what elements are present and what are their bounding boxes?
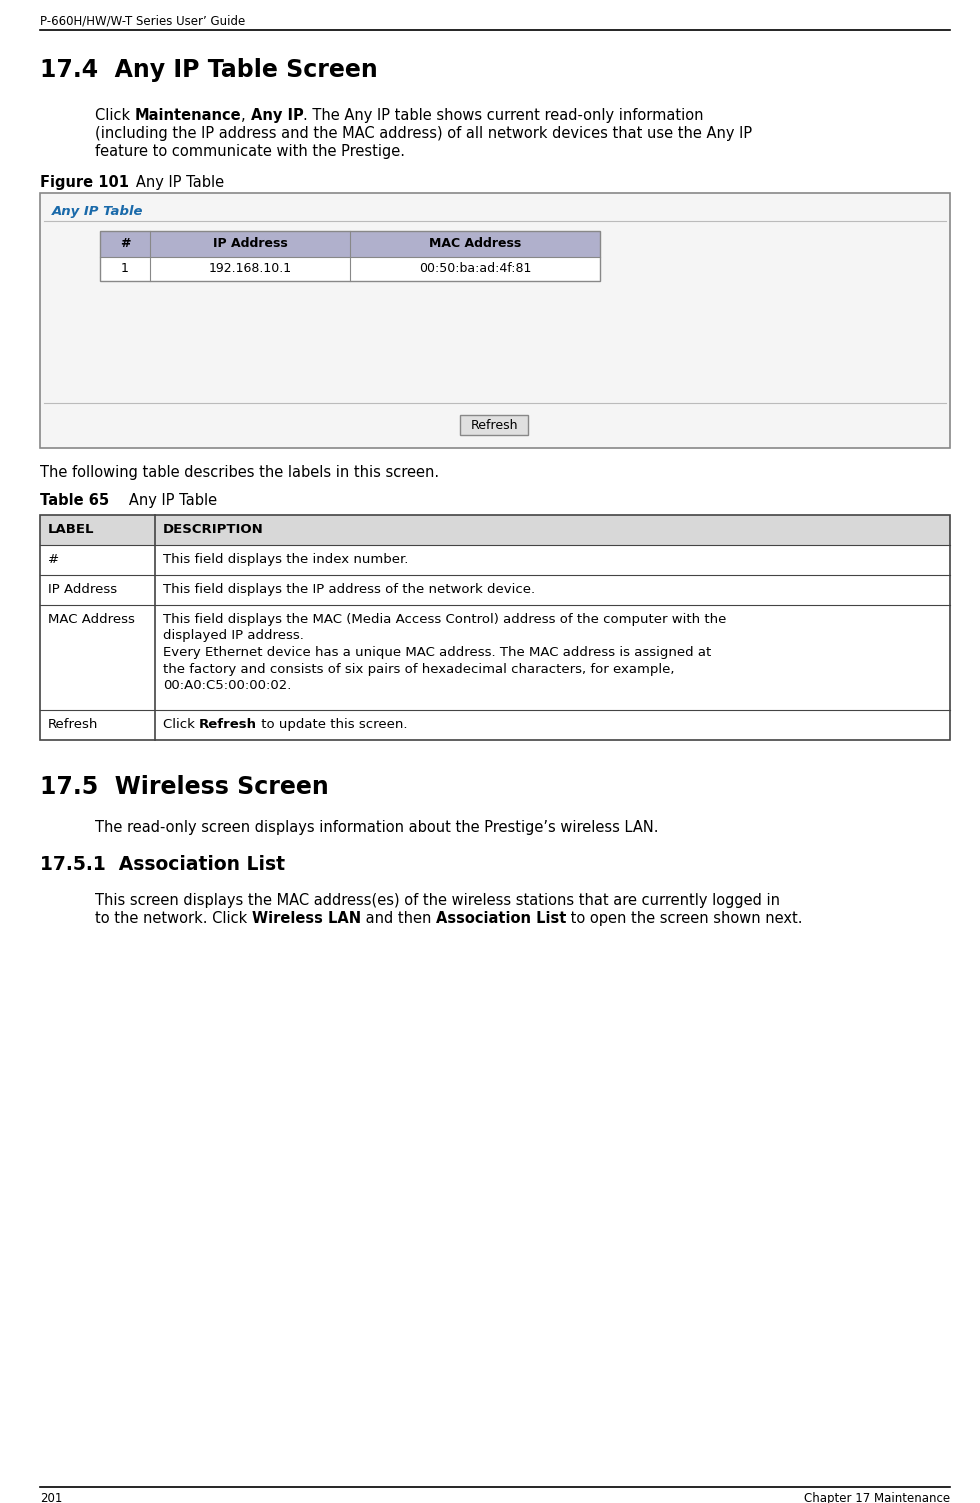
Text: 201: 201 <box>40 1492 63 1503</box>
Text: This field displays the index number.: This field displays the index number. <box>163 553 409 567</box>
Text: 17.5.1  Association List: 17.5.1 Association List <box>40 855 285 875</box>
Text: ,: , <box>241 108 251 123</box>
Text: (including the IP address and the MAC address) of all network devices that use t: (including the IP address and the MAC ad… <box>95 126 752 141</box>
Text: 17.4  Any IP Table Screen: 17.4 Any IP Table Screen <box>40 59 377 83</box>
Text: 00:50:ba:ad:4f:81: 00:50:ba:ad:4f:81 <box>418 262 531 275</box>
Text: IP Address: IP Address <box>48 583 118 597</box>
Text: to open the screen shown next.: to open the screen shown next. <box>566 911 803 926</box>
Text: feature to communicate with the Prestige.: feature to communicate with the Prestige… <box>95 144 405 159</box>
Text: 1: 1 <box>122 262 129 275</box>
Text: to the network. Click: to the network. Click <box>95 911 252 926</box>
Text: Any IP: Any IP <box>251 108 304 123</box>
Bar <box>40 516 950 546</box>
Text: Refresh: Refresh <box>199 718 257 730</box>
Text: DESCRIPTION: DESCRIPTION <box>163 523 264 537</box>
Text: the factory and consists of six pairs of hexadecimal characters, for example,: the factory and consists of six pairs of… <box>163 663 674 675</box>
Text: 00:A0:C5:00:00:02.: 00:A0:C5:00:00:02. <box>163 679 291 691</box>
Text: Maintenance: Maintenance <box>135 108 241 123</box>
Text: #: # <box>48 553 59 567</box>
Text: #: # <box>120 237 130 249</box>
Bar <box>40 606 950 709</box>
Text: . The Any IP table shows current read-only information: . The Any IP table shows current read-on… <box>304 108 704 123</box>
Text: Figure 101: Figure 101 <box>40 174 129 189</box>
Bar <box>40 192 950 448</box>
Text: Association List: Association List <box>436 911 566 926</box>
Text: Any IP Table: Any IP Table <box>122 174 224 189</box>
Text: Table 65: Table 65 <box>40 493 109 508</box>
Bar <box>100 257 600 281</box>
Text: Click: Click <box>95 108 134 123</box>
Text: Refresh: Refresh <box>48 718 98 730</box>
Text: The following table describes the labels in this screen.: The following table describes the labels… <box>40 464 439 479</box>
Text: Click: Click <box>163 718 199 730</box>
Text: Any IP Table: Any IP Table <box>115 493 218 508</box>
Text: MAC Address: MAC Address <box>48 613 135 627</box>
Text: Wireless LAN: Wireless LAN <box>252 911 361 926</box>
Text: Every Ethernet device has a unique MAC address. The MAC address is assigned at: Every Ethernet device has a unique MAC a… <box>163 646 711 658</box>
Text: MAC Address: MAC Address <box>429 237 521 249</box>
Text: This field displays the MAC (Media Access Control) address of the computer with : This field displays the MAC (Media Acces… <box>163 613 726 627</box>
Text: 17.5  Wireless Screen: 17.5 Wireless Screen <box>40 776 328 800</box>
Bar <box>40 516 950 739</box>
Text: P-660H/HW/W-T Series User’ Guide: P-660H/HW/W-T Series User’ Guide <box>40 15 245 29</box>
Text: IP Address: IP Address <box>213 237 287 249</box>
Text: LABEL: LABEL <box>48 523 94 537</box>
Text: Any IP Table: Any IP Table <box>52 204 143 218</box>
Text: The read-only screen displays information about the Prestige’s wireless LAN.: The read-only screen displays informatio… <box>95 821 659 836</box>
Bar <box>40 576 950 606</box>
Text: This screen displays the MAC address(es) of the wireless stations that are curre: This screen displays the MAC address(es)… <box>95 893 780 908</box>
Text: to update this screen.: to update this screen. <box>257 718 408 730</box>
Text: 192.168.10.1: 192.168.10.1 <box>209 262 292 275</box>
Text: This field displays the IP address of the network device.: This field displays the IP address of th… <box>163 583 535 597</box>
Text: Refresh: Refresh <box>470 419 517 431</box>
Text: Chapter 17 Maintenance: Chapter 17 Maintenance <box>804 1492 950 1503</box>
Bar <box>40 546 950 576</box>
Bar <box>40 709 950 739</box>
Bar <box>100 231 600 281</box>
Bar <box>100 231 600 257</box>
Text: and then: and then <box>361 911 436 926</box>
Bar <box>460 415 528 434</box>
Text: displayed IP address.: displayed IP address. <box>163 630 304 642</box>
